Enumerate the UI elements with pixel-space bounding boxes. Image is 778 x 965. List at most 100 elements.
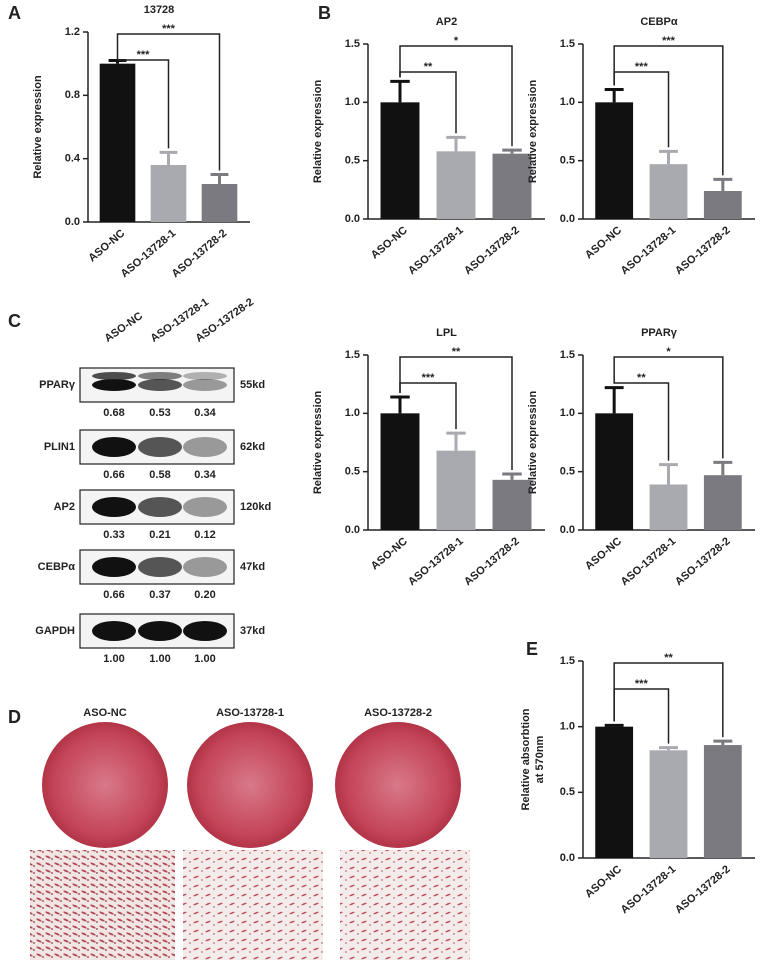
blot-quant: 0.58 [149,469,170,481]
bar [649,484,688,530]
blot-quant: 0.53 [149,407,170,419]
blot-band [183,557,227,577]
error-bar [159,150,178,165]
significance-bracket [613,662,724,738]
blot-band [138,621,182,641]
chart-title: AP2 [436,16,457,28]
blot-quant: 0.34 [194,469,216,481]
y-tick-label: 1.0 [345,407,360,419]
blot-quant: 1.00 [194,653,215,665]
blot-quant: 0.37 [149,589,170,601]
significance-label: *** [635,678,649,690]
blot-column-label: ASO-NC [103,310,145,345]
y-tick-label: 0.5 [345,155,360,167]
error-bar [446,431,466,451]
blot-band [92,379,136,391]
significance-label: * [454,35,459,47]
significance-bracket [399,356,513,470]
significance-bracket [116,56,170,149]
bar [649,164,688,219]
blot-quant: 1.00 [103,653,124,665]
blot-size: 62kd [240,441,265,453]
y-axis-label: Relative expression [312,80,324,184]
blot-band [138,437,182,457]
error-bar [659,149,678,165]
blot-protein: PPARγ [39,379,76,391]
significance-label: * [666,346,671,358]
x-tick-label: ASO-13728-1 [406,535,466,588]
significance-label: *** [162,23,176,35]
x-tick-label: ASO-13728-1 [619,863,679,916]
y-tick-label: 0.0 [345,524,360,536]
blot-band [183,379,227,391]
dish-image [187,722,313,848]
blot-band [183,372,227,380]
x-tick-label: ASO-NC [583,535,624,572]
y-axis-label: Relative expression [527,80,539,184]
chart-title: CEBPα [640,16,678,28]
significance-label: ** [452,346,461,358]
blot-band [92,437,136,457]
error-bar [604,88,624,103]
bar [595,726,634,858]
y-tick-label: 1.2 [65,26,80,38]
blot-band [92,372,136,380]
error-bar [659,746,678,751]
y-axis-label: Relative expression [527,391,539,495]
staining-label: ASO-13728-2 [364,707,432,719]
dish-image [335,722,461,848]
blot-band [183,497,227,517]
micrograph [183,850,323,960]
error-bar [390,395,410,414]
error-bar [108,59,127,64]
bar [150,165,187,222]
blot-protein: CEBPα [38,561,76,573]
panel-label: B [318,3,331,23]
panel-label: D [8,707,21,727]
significance-label: ** [637,372,646,384]
blot-band [183,621,227,641]
blot-quant: 0.12 [194,529,215,541]
blot-size: 120kd [240,501,271,513]
bar [201,184,238,222]
bar [595,413,634,530]
blot-band [92,621,136,641]
x-tick-label: ASO-NC [369,224,410,261]
significance-label: *** [422,372,436,384]
blot-quant: 0.68 [103,407,124,419]
blot-quant: 0.66 [103,469,124,481]
panel-label: E [526,639,538,659]
chart-title: 13728 [144,4,175,16]
panel-label: A [8,3,21,23]
x-tick-label: ASO-13728-2 [673,863,733,916]
blot-band [138,557,182,577]
y-tick-label: 0.0 [65,216,80,228]
error-bar [713,460,733,476]
blot-size: 55kd [240,379,265,391]
y-axis-label: Relative expression [312,391,324,495]
blot-quant: 0.34 [194,407,216,419]
bar [703,475,742,530]
blot-band [138,372,182,380]
significance-label: *** [662,35,676,47]
x-tick-label: ASO-NC [86,227,127,264]
y-axis-label: at 570nm [534,735,546,783]
staining-label: ASO-NC [83,707,126,719]
y-tick-label: 1.5 [345,349,360,361]
y-tick-label: 0.0 [560,213,575,225]
y-tick-label: 1.0 [345,96,360,108]
error-bar [210,173,229,184]
error-bar [659,463,678,485]
staining-dishes [30,722,470,960]
chart-title: LPL [436,327,457,339]
error-bar [390,79,410,103]
blot-quant: 1.00 [149,653,170,665]
blot-band [92,497,136,517]
y-tick-label: 0.0 [560,852,575,864]
blot-band [138,379,182,391]
bar [492,153,532,219]
significance-bracket [116,33,221,171]
bar [380,413,420,530]
x-tick-label: ASO-13728-2 [462,535,522,588]
blot-protein: GAPDH [35,625,75,637]
